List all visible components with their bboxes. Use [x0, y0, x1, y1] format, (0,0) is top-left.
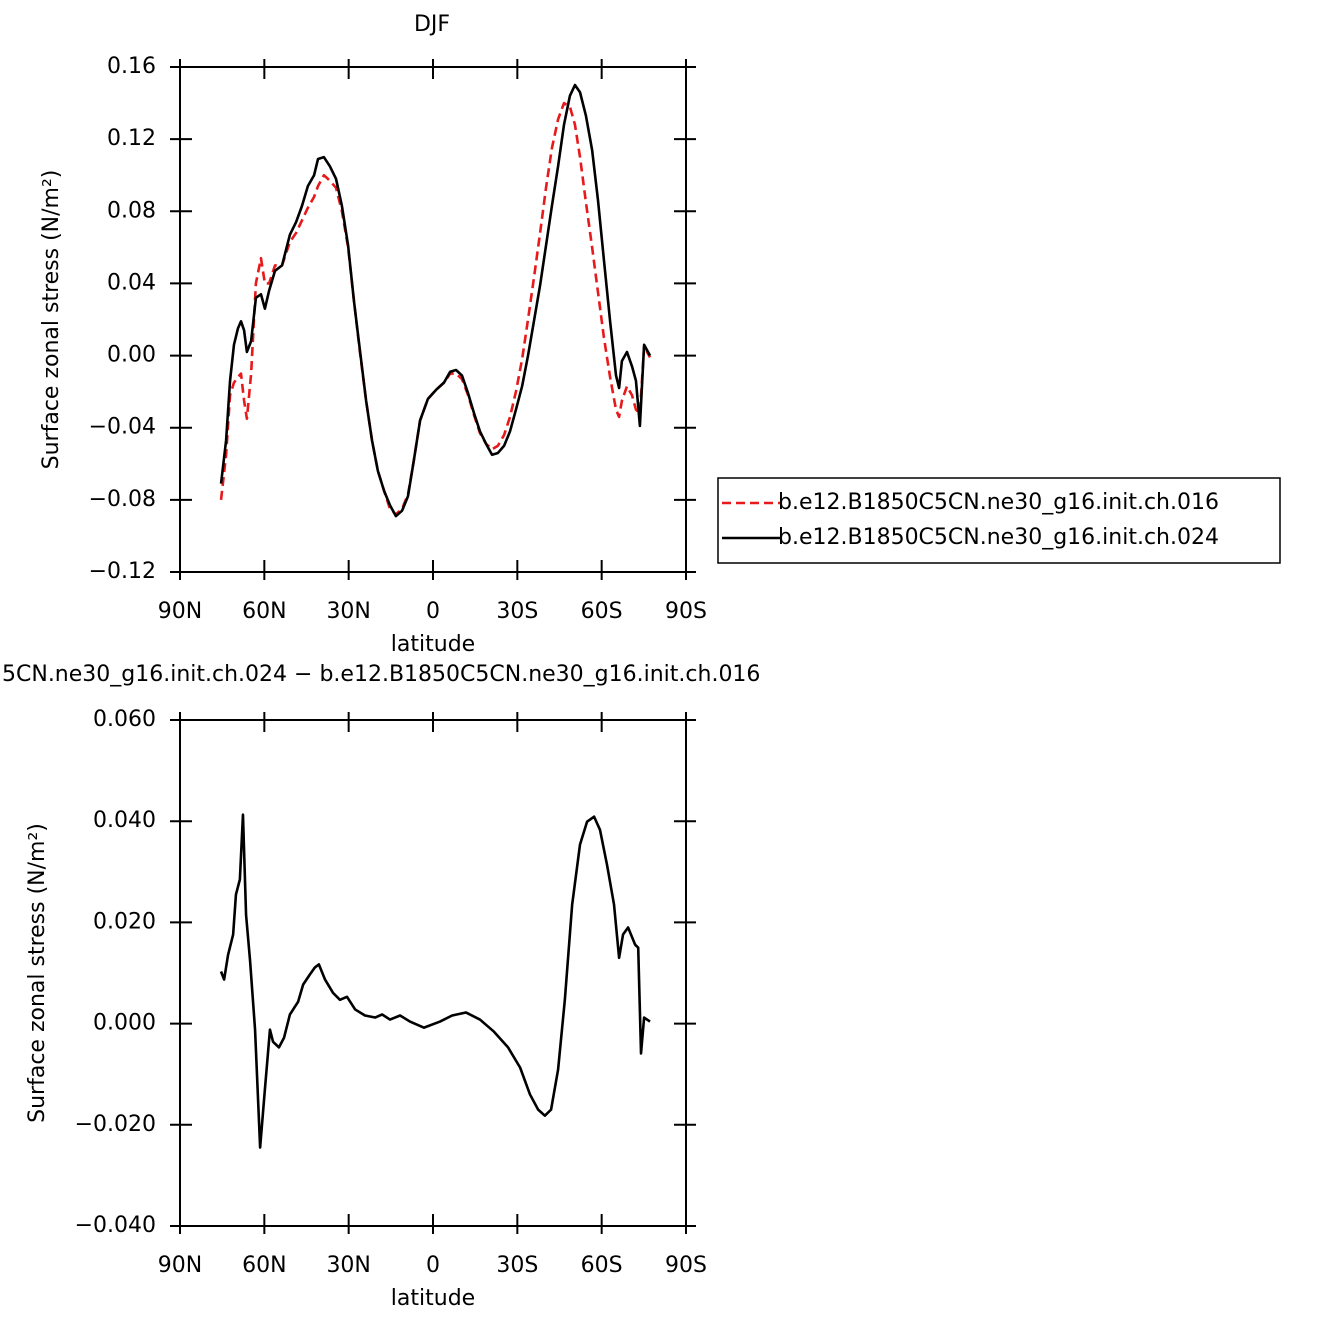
x-tick-label: 30N: [326, 1253, 370, 1278]
legend-box: [717, 477, 1281, 564]
chart-title: 5CN.ne30_g16.init.ch.024 − b.e12.B1850C5…: [2, 662, 760, 687]
y-tick-label: −0.12: [89, 559, 156, 584]
y-tick-label: −0.04: [89, 415, 156, 440]
x-tick-label: 0: [426, 599, 440, 624]
y-axis-label: Surface zonal stress (N/m²): [39, 170, 64, 470]
x-axis-label: latitude: [391, 632, 475, 657]
x-tick-label: 60N: [242, 1253, 286, 1278]
y-tick-label: 0.12: [107, 126, 156, 151]
data-line: [219, 83, 652, 518]
x-tick-label: 90N: [158, 1253, 202, 1278]
y-tick-label: 0.08: [107, 198, 156, 223]
y-tick-label: 0.020: [93, 909, 156, 934]
y-tick-label: 0.04: [107, 270, 156, 295]
y-tick-label: −0.08: [89, 487, 156, 512]
legend-label: b.e12.B1850C5CN.ne30_g16.init.ch.016: [778, 490, 1219, 515]
x-tick-label: 30S: [496, 599, 538, 624]
x-tick-label: 30N: [326, 599, 370, 624]
plot-frame: [179, 719, 687, 1227]
y-tick-label: 0.060: [93, 707, 156, 732]
x-tick-label: 90S: [665, 1253, 707, 1278]
chart-title: DJF: [414, 12, 450, 37]
x-tick-label: 60N: [242, 599, 286, 624]
y-tick-label: −0.040: [75, 1213, 156, 1238]
legend-label: b.e12.B1850C5CN.ne30_g16.init.ch.024: [778, 525, 1219, 550]
x-tick-label: 90S: [665, 599, 707, 624]
x-axis-label: latitude: [391, 1286, 475, 1311]
data-line: [219, 813, 651, 1149]
y-tick-label: 0.040: [93, 808, 156, 833]
x-tick-label: 30S: [496, 1253, 538, 1278]
y-tick-label: 0.000: [93, 1011, 156, 1036]
x-tick-label: 60S: [581, 599, 623, 624]
x-tick-label: 0: [426, 1253, 440, 1278]
x-tick-label: 60S: [581, 1253, 623, 1278]
y-tick-label: 0.00: [107, 343, 156, 368]
y-tick-label: −0.020: [75, 1112, 156, 1137]
y-tick-label: 0.16: [107, 54, 156, 79]
data-line: [219, 101, 652, 516]
x-tick-label: 90N: [158, 599, 202, 624]
y-axis-label: Surface zonal stress (N/m²): [25, 823, 50, 1123]
